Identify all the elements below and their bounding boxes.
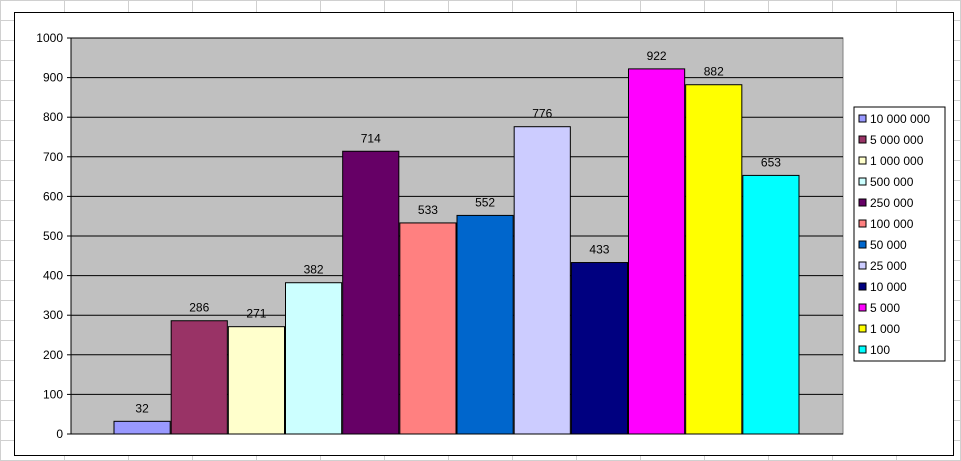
y-tick-label: 200 — [43, 348, 63, 362]
legend-label: 100 — [870, 343, 890, 357]
bar[interactable] — [456, 214, 514, 435]
legend-swatch — [858, 324, 867, 333]
bar[interactable] — [570, 262, 628, 435]
legend-swatch — [858, 177, 867, 186]
legend-label: 10 000 — [870, 280, 907, 294]
legend-item[interactable]: 1 000 — [858, 322, 900, 336]
bar[interactable] — [685, 84, 743, 435]
bar-value-label: 382 — [304, 263, 324, 277]
y-tick-label: 900 — [43, 71, 63, 85]
bar-value-label: 882 — [704, 65, 724, 79]
y-tick-label: 800 — [43, 110, 63, 124]
bar-value-label: 552 — [475, 195, 495, 209]
legend-swatch — [858, 261, 867, 270]
bar-value-label: 714 — [361, 131, 381, 145]
legend-item[interactable]: 50 000 — [858, 238, 907, 252]
bar[interactable] — [399, 222, 457, 435]
bar[interactable] — [513, 126, 571, 435]
legend-swatch — [858, 156, 867, 165]
legend-item[interactable]: 1 000 000 — [858, 154, 924, 168]
legend-swatch — [858, 135, 867, 144]
bar[interactable] — [170, 320, 228, 435]
legend-item[interactable]: 250 000 — [858, 196, 914, 210]
legend-swatch — [858, 282, 867, 291]
legend-label: 10 000 000 — [870, 112, 930, 126]
legend-swatch — [858, 114, 867, 123]
y-tick-label: 100 — [43, 387, 63, 401]
legend-swatch — [858, 198, 867, 207]
legend-box — [853, 106, 946, 362]
legend-label: 500 000 — [870, 175, 914, 189]
bar-chart[interactable]: 0 100 200 300 400 500 600 700 800 900 1000 32 286 27… — [15, 13, 953, 455]
bar-value-label: 653 — [761, 155, 781, 169]
bars — [113, 68, 800, 435]
legend-swatch — [858, 303, 867, 312]
legend-item[interactable]: 10 000 000 — [858, 112, 930, 126]
bar[interactable] — [113, 420, 171, 435]
legend-swatch — [858, 240, 867, 249]
bar-value-label: 433 — [589, 243, 609, 257]
bar[interactable] — [285, 282, 343, 435]
legend-label: 5 000 000 — [870, 133, 924, 147]
y-tick-label: 0 — [56, 427, 63, 441]
bar-value-label: 776 — [532, 107, 552, 121]
legend-item[interactable]: 25 000 — [858, 259, 907, 273]
y-tick-label: 400 — [43, 269, 63, 283]
y-tick-label: 700 — [43, 150, 63, 164]
chart-area[interactable]: 0 100 200 300 400 500 600 700 800 900 1000 32 286 27… — [14, 12, 954, 456]
bar-value-label: 286 — [189, 301, 209, 315]
y-tick-label: 500 — [43, 229, 63, 243]
legend-label: 1 000 000 — [870, 154, 924, 168]
legend-item[interactable]: 5 000 000 — [858, 133, 924, 147]
bar-value-label: 922 — [647, 49, 667, 63]
legend-item[interactable]: 100 000 — [858, 217, 914, 231]
legend-swatch — [858, 345, 867, 354]
legend-label: 25 000 — [870, 259, 907, 273]
y-tick-label: 300 — [43, 308, 63, 322]
y-tick-label: 1000 — [36, 31, 63, 45]
bar-value-label: 32 — [135, 401, 149, 415]
y-tick-label: 600 — [43, 189, 63, 203]
legend-label: 1 000 — [870, 322, 900, 336]
legend-item[interactable]: 10 000 — [858, 280, 907, 294]
legend-item[interactable]: 5 000 — [858, 301, 900, 315]
bar-value-label: 271 — [246, 307, 266, 321]
legend-label: 5 000 — [870, 301, 900, 315]
legend-label: 50 000 — [870, 238, 907, 252]
legend-swatch — [858, 219, 867, 228]
legend-label: 250 000 — [870, 196, 914, 210]
bar[interactable] — [227, 326, 285, 435]
legend[interactable]: 10 000 000 5 000 000 1 000 000 500 000 250 0… — [853, 106, 946, 362]
data-labels: 32 286 271 382 714 533 552 776 433 922 882 653 — [135, 49, 781, 415]
legend-item[interactable]: 500 000 — [858, 175, 914, 189]
legend-label: 100 000 — [870, 217, 914, 231]
bar[interactable] — [628, 68, 686, 435]
bar[interactable] — [342, 150, 400, 435]
bar[interactable] — [742, 174, 800, 435]
legend-item[interactable]: 100 — [858, 343, 890, 357]
bar-value-label: 533 — [418, 203, 438, 217]
